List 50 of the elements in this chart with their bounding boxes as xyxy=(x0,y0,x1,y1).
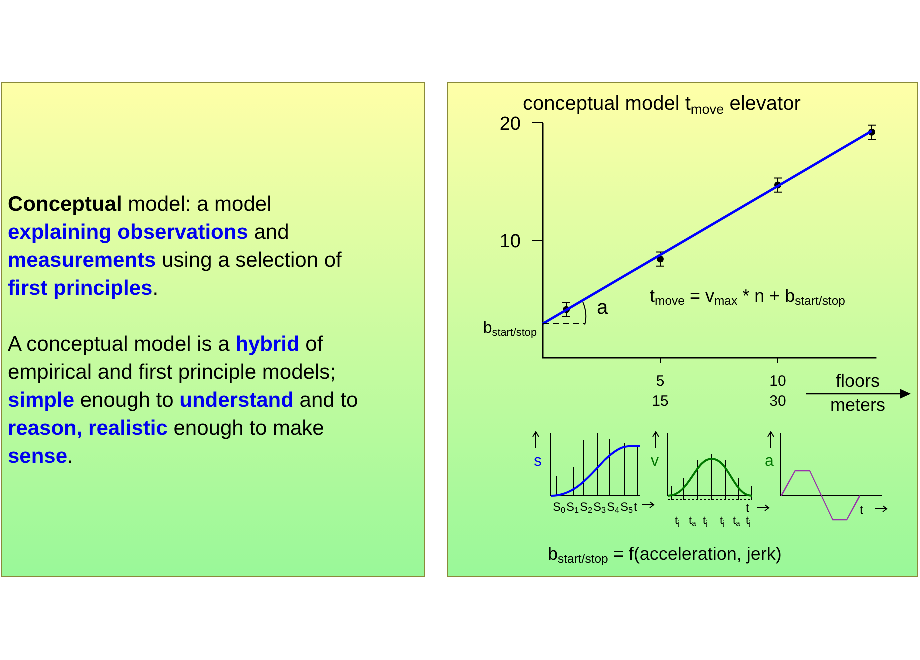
annotation: t$_{move}$ = v$_{max}$ * n + b$_{start/stop}$ xyxy=(650,286,846,308)
text: using a selection of xyxy=(156,249,342,272)
text: Conceptual xyxy=(8,193,122,216)
text: . xyxy=(68,445,74,468)
text: and to xyxy=(294,389,358,412)
x-axis-title: floors xyxy=(836,371,880,391)
text: t$_{j}$ xyxy=(746,515,752,528)
text: S$_{5}$ xyxy=(620,500,634,516)
text: empirical and first principle models; xyxy=(8,361,336,384)
text: enough to xyxy=(74,389,180,412)
text: explaining observations xyxy=(8,221,248,244)
text: model: a model xyxy=(122,193,272,216)
text: t$_{j}$ xyxy=(675,515,680,528)
text: first principles xyxy=(8,277,153,300)
text: S$_{0}$ xyxy=(553,500,566,516)
text: simple xyxy=(8,389,75,412)
text: hybrid xyxy=(236,333,300,356)
text: S$_{2}$ xyxy=(580,500,594,516)
x2-tick-label: 15 xyxy=(652,393,669,410)
point xyxy=(657,256,664,263)
text: t$_{j}$ xyxy=(720,515,726,528)
x2-axis-title: meters xyxy=(830,395,886,415)
text: t$_{j}$ xyxy=(703,515,708,528)
text: b$_{start/stop}$ = f(acceleration, jerk) xyxy=(548,544,782,566)
text: t$_{a}$ xyxy=(689,515,698,528)
text: enough to make xyxy=(168,417,324,440)
text: A conceptual model is a xyxy=(8,333,236,356)
text: t xyxy=(746,501,750,515)
x-tick-label: 5 xyxy=(656,373,665,390)
text: a xyxy=(765,453,774,470)
text: understand xyxy=(180,389,294,412)
text: . xyxy=(152,277,159,300)
text: S$_{3}$ xyxy=(594,500,607,516)
annotation: b$_{start/stop}$ xyxy=(483,320,537,340)
chart-title: conceptual model t$_{move}$ elevator xyxy=(523,93,802,117)
text: t xyxy=(860,503,864,517)
text: S$_{1}$ xyxy=(566,500,580,516)
text: S$_{4}$ xyxy=(607,500,620,516)
x2-tick-label: 30 xyxy=(770,393,786,410)
text: of xyxy=(300,333,324,356)
text: reason, realistic xyxy=(8,417,168,440)
text: v xyxy=(651,453,659,470)
annotation: a xyxy=(597,297,609,319)
text: t xyxy=(634,500,638,514)
text: s xyxy=(534,453,542,470)
text: sense xyxy=(8,445,68,468)
text: and xyxy=(248,221,290,244)
text: measurements xyxy=(8,249,156,272)
y-tick-label: 20 xyxy=(500,114,521,135)
text: t$_{a}$ xyxy=(733,515,742,528)
